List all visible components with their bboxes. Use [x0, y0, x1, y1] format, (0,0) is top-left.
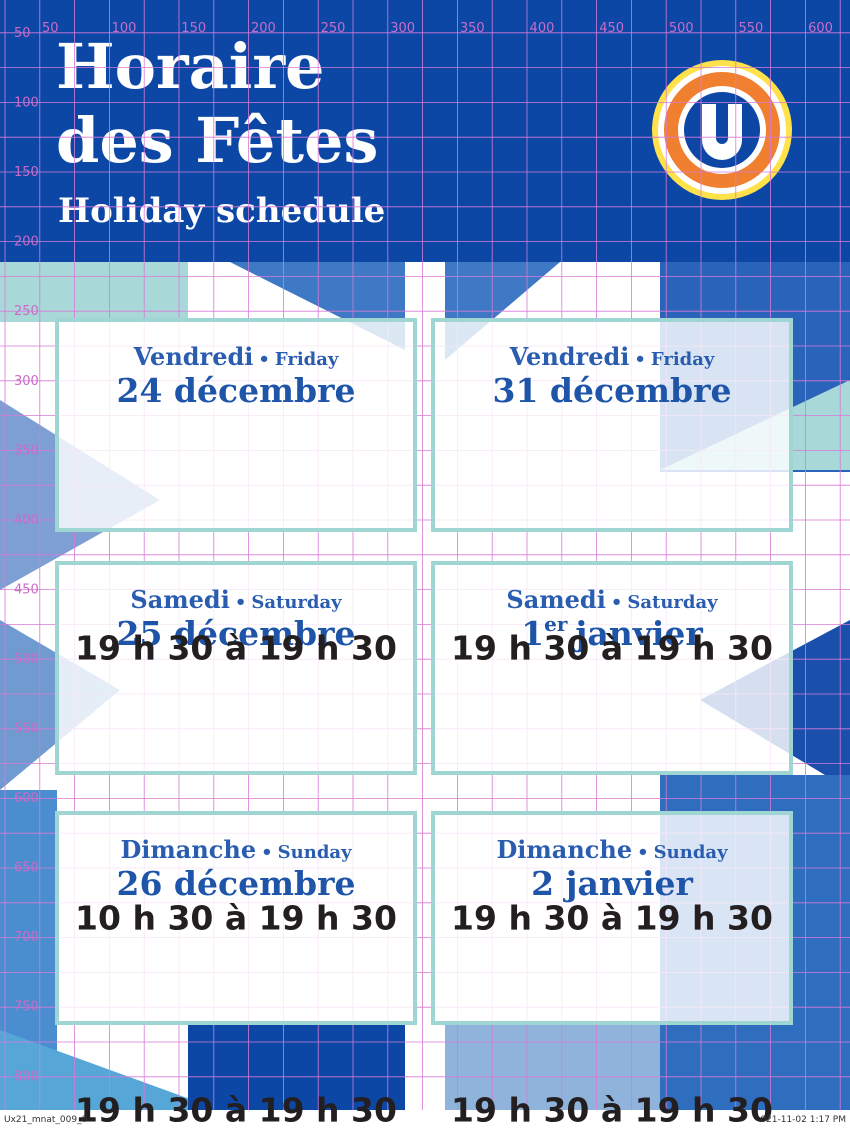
ruler-x-label: 250	[321, 21, 346, 36]
hours: 19 h 30 à 19 h 30	[75, 1091, 397, 1128]
date-part: 25 décembre	[117, 614, 356, 653]
ruler-y-label: 450	[14, 582, 39, 597]
bg-shape	[0, 262, 188, 322]
date-part: janvier	[572, 614, 703, 653]
card-day: Vendredi • Friday	[133, 342, 339, 371]
hours: 19 h 30 à 19 h 30	[75, 629, 397, 668]
date-part: er	[544, 612, 568, 636]
hours: 19 h 30 à 19 h 30	[451, 1091, 773, 1128]
day-fr: Vendredi	[133, 342, 254, 371]
day-en: Sunday	[278, 842, 352, 863]
bg-shape	[445, 1025, 660, 1110]
bg-shape	[188, 1025, 405, 1110]
card-date: 26 décembre	[117, 864, 356, 903]
card-day: Vendredi • Friday	[509, 342, 715, 371]
separator: •	[235, 592, 247, 613]
date-part: 26 décembre	[117, 864, 356, 903]
ruler-x-label: 50	[42, 21, 59, 36]
hours: 19 h 30 à 19 h 30	[451, 899, 773, 938]
card-date: 25 décembre	[117, 614, 356, 653]
card	[55, 811, 417, 1025]
card	[431, 318, 793, 532]
card	[431, 811, 793, 1025]
logo	[652, 60, 792, 200]
ruler-y-label: 650	[14, 861, 39, 876]
ruler-y-label: 600	[14, 791, 39, 806]
day-en: Saturday	[251, 592, 342, 613]
hours: 19 h 30 à 19 h 30	[451, 629, 773, 668]
card-date: 2 janvier	[531, 864, 693, 903]
ruler-x-label: 300	[390, 21, 415, 36]
day-en: Saturday	[627, 592, 718, 613]
ruler-x-label: 500	[669, 21, 694, 36]
ruler-y-label: 200	[14, 235, 39, 250]
card-day: Dimanche • Sunday	[120, 835, 352, 864]
separator: •	[258, 349, 270, 370]
day-en: Sunday	[654, 842, 728, 863]
separator: •	[634, 349, 646, 370]
title: des Fêtes	[56, 104, 378, 177]
ruler-y-label: 250	[14, 304, 39, 319]
date-part: 1	[521, 614, 544, 653]
ruler-y-label: 400	[14, 513, 39, 528]
ruler-x-label: 450	[599, 21, 624, 36]
day-fr: Samedi	[506, 585, 605, 614]
subtitle: Holiday schedule	[58, 191, 385, 231]
ruler-x-label: 100	[112, 21, 137, 36]
ruler-x-label: 150	[181, 21, 206, 36]
card-day: Samedi • Saturday	[506, 585, 718, 614]
card-day: Dimanche • Sunday	[496, 835, 728, 864]
ruler-x-label: 400	[530, 21, 555, 36]
separator: •	[261, 842, 273, 863]
ruler-x-label: 200	[251, 21, 276, 36]
ruler-y-label: 500	[14, 652, 39, 667]
footer-band	[0, 1110, 850, 1128]
card	[55, 561, 417, 775]
footer-left: Ux21_mnat_009_0	[4, 1115, 88, 1125]
ruler-y-label: 50	[14, 26, 31, 41]
ruler-y-label: 100	[14, 96, 39, 111]
card-date: 1er janvier	[521, 612, 703, 653]
ruler-x-label: 550	[739, 21, 764, 36]
day-fr: Vendredi	[509, 342, 630, 371]
ruler-y-label: 300	[14, 374, 39, 389]
ruler-x-label: 350	[460, 21, 485, 36]
date-part: 2 janvier	[531, 864, 693, 903]
card-date: 24 décembre	[117, 371, 356, 410]
separator: •	[637, 842, 649, 863]
ruler-y-label: 700	[14, 930, 39, 945]
ruler-y-label: 800	[14, 1069, 39, 1084]
ruler-y-label: 350	[14, 443, 39, 458]
date-part: 31 décembre	[493, 371, 732, 410]
hours: 10 h 30 à 19 h 30	[75, 899, 397, 938]
day-en: Friday	[651, 349, 715, 370]
day-fr: Dimanche	[496, 835, 632, 864]
ruler-y-label: 550	[14, 722, 39, 737]
card-date: 31 décembre	[493, 371, 732, 410]
card	[431, 561, 793, 775]
hours: 19 h 30 à 19 h 30 19 h 30 à 19 h 30 10 h 3…	[75, 629, 773, 1128]
ruler-y-label: 750	[14, 1000, 39, 1015]
footer-right: 021-11-02 1:17 PM	[760, 1115, 846, 1125]
bg-shape	[0, 1030, 220, 1110]
card	[55, 318, 417, 532]
day-fr: Dimanche	[120, 835, 256, 864]
separator: •	[611, 592, 623, 613]
card-day: Samedi • Saturday	[130, 585, 342, 614]
title: Horaire	[56, 30, 324, 103]
day-fr: Samedi	[130, 585, 229, 614]
day-en: Friday	[275, 349, 339, 370]
date-part: 24 décembre	[117, 371, 356, 410]
ruler-y-label: 150	[14, 165, 39, 180]
ruler-x-label: 600	[808, 21, 833, 36]
